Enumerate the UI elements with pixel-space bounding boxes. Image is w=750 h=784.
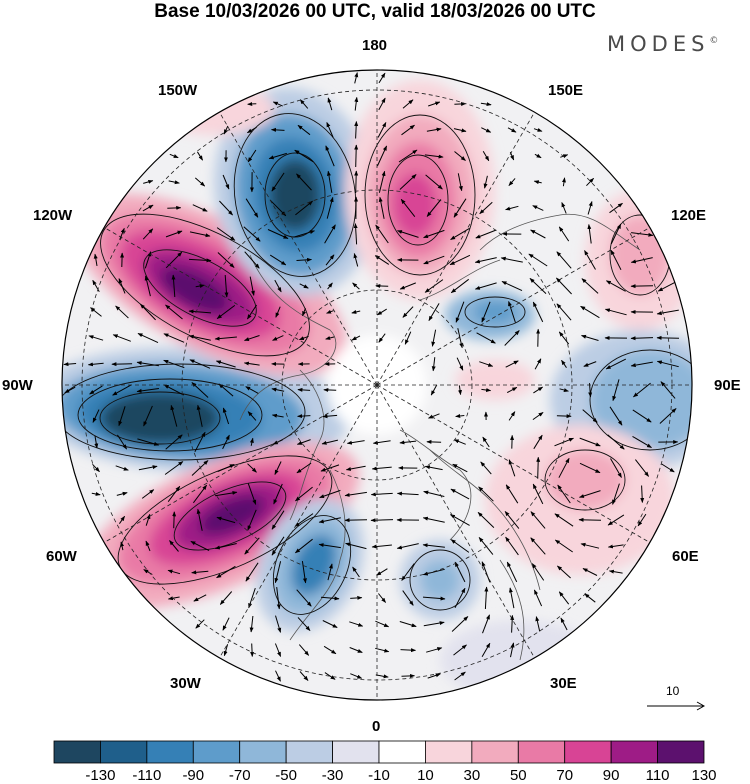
wind-vector-arrow <box>167 208 180 209</box>
lon-label-90w: 90W <box>2 377 33 395</box>
colorbar-tick-label: -30 <box>322 767 344 784</box>
colorbar <box>53 740 705 764</box>
colorbar-swatch <box>333 741 379 763</box>
lon-label-30w: 30W <box>170 675 201 693</box>
lon-label-150w: 150W <box>158 82 197 100</box>
wind-vector-arrow <box>174 512 175 528</box>
wind-vector-arrow <box>579 520 601 521</box>
colorbar-swatch <box>425 741 471 763</box>
lon-label-180: 180 <box>362 37 387 55</box>
wind-vector-arrow <box>402 676 415 677</box>
colorbar-tick-label: -130 <box>85 767 115 784</box>
wind-vector-arrow <box>252 644 253 657</box>
lon-label-120e: 120E <box>671 207 706 225</box>
anomaly-high-arctic <box>455 360 535 400</box>
colorbar-swatch <box>240 741 286 763</box>
vector-scale-label: 10 <box>666 684 679 698</box>
colorbar-tick-label: 130 <box>691 767 716 784</box>
lat-lon-grid <box>57 65 697 705</box>
colorbar-swatch <box>286 741 332 763</box>
colorbar-tick-label: 30 <box>464 767 481 784</box>
colorbar-swatch <box>658 741 704 763</box>
wind-vector-arrow <box>356 171 357 193</box>
colorbar-tick-label: -70 <box>229 767 251 784</box>
colorbar-tick-label: 90 <box>603 767 620 784</box>
lon-label-90e: 90E <box>714 377 741 395</box>
wind-vector-arrow <box>345 520 367 521</box>
colorbar-swatch <box>611 741 657 763</box>
colorbar-swatch <box>518 741 564 763</box>
wind-vector-arrow <box>454 104 465 105</box>
colorbar-swatch <box>147 741 193 763</box>
colorbar-tick-label: 110 <box>646 767 670 784</box>
wind-vector-arrow <box>557 416 571 417</box>
colorbar-tick-label: 50 <box>510 767 527 784</box>
colorbar-swatch <box>379 741 425 763</box>
colorbar-tick-label: -10 <box>368 767 390 784</box>
colorbar-tick-label: 10 <box>417 767 434 784</box>
colorbar-tick-label: -110 <box>132 767 161 784</box>
lon-label-60e: 60E <box>672 548 699 566</box>
wind-vector-arrow <box>356 145 357 167</box>
lon-label-30e: 30E <box>550 675 577 693</box>
wind-vector-arrow <box>538 457 539 478</box>
colorbar-swatch <box>54 741 100 763</box>
lon-label-60w: 60W <box>46 548 77 566</box>
polar-map <box>0 0 750 740</box>
colorbar-swatch <box>193 741 239 763</box>
colorbar-tick-label: -50 <box>275 767 297 784</box>
colorbar-swatch <box>100 741 146 763</box>
colorbar-tick-label: 70 <box>556 767 573 784</box>
lon-label-150e: 150E <box>548 82 583 100</box>
colorbar-swatch <box>472 741 518 763</box>
colorbar-swatch <box>565 741 611 763</box>
wind-vector-arrow <box>248 104 257 105</box>
vector-scale-arrow <box>645 700 707 712</box>
colorbar-tick-label: -90 <box>182 767 204 784</box>
lon-label-120w: 120W <box>33 207 72 225</box>
lon-label-0: 0 <box>372 718 380 736</box>
